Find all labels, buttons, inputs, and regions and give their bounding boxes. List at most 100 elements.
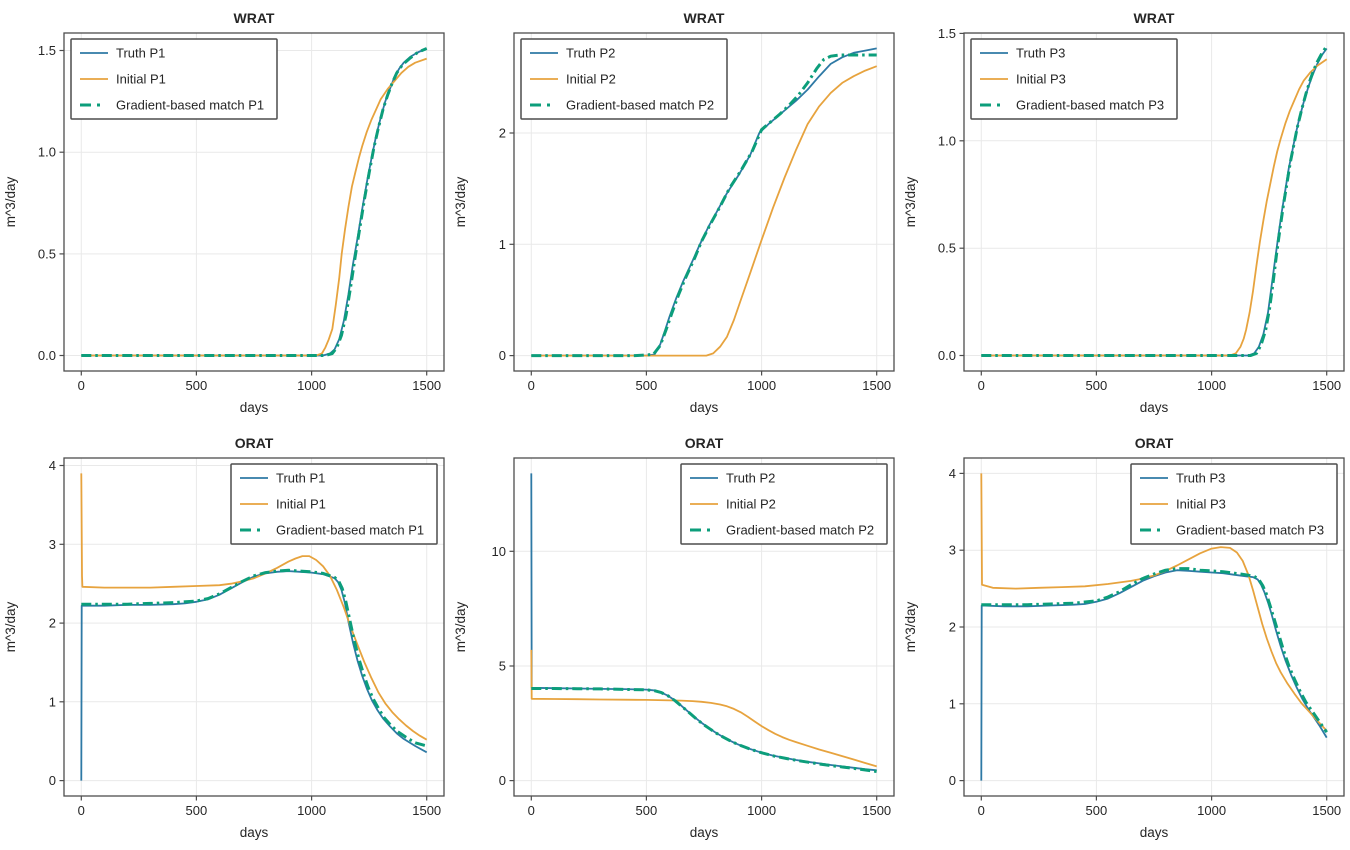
y-tick-label: 0.5 bbox=[38, 246, 56, 261]
subplot-orat-p1: 0 500 1000 1500 0 1 2 3 4 ORAT days m^3/day Truth P1… bbox=[0, 425, 450, 850]
legend-label-gradient-based-match-p2: Gradient-based match P2 bbox=[566, 98, 714, 113]
x-tick-label: 500 bbox=[186, 803, 208, 818]
y-axis-label: m^3/day bbox=[903, 601, 918, 652]
legend-frame bbox=[680, 463, 888, 545]
y-tick-label: 3 bbox=[49, 537, 56, 552]
series-initial-p3 bbox=[980, 473, 1328, 732]
x-tick-label: 500 bbox=[186, 378, 208, 393]
x-tick-label: 1000 bbox=[1197, 803, 1226, 818]
x-tick-label: 0 bbox=[78, 378, 85, 393]
x-tick-label: 1000 bbox=[747, 378, 776, 393]
legend-label-truth-p3: Truth P3 bbox=[1176, 471, 1225, 486]
y-tick-label: 2 bbox=[49, 616, 56, 631]
series-gradient-based-match-p2 bbox=[531, 53, 877, 358]
legend: Truth P3 Initial P3 Gradient-based match P… bbox=[1130, 463, 1338, 545]
y-tick-label: 4 bbox=[49, 458, 56, 473]
x-tick-label: 500 bbox=[636, 803, 658, 818]
legend-frame bbox=[230, 463, 438, 545]
series-gradient-based-match-p3 bbox=[981, 567, 1328, 734]
subplot-orat-p2: 0 500 1000 1500 0 5 10 ORAT days m^3/day Truth P2 I… bbox=[450, 425, 900, 850]
x-axis-label: days bbox=[690, 400, 719, 415]
subplot-wrat-p2: 0 500 1000 1500 0 1 2 WRAT days m^3/day Truth P2 In… bbox=[450, 0, 900, 425]
x-tick-label: 1000 bbox=[1197, 378, 1226, 393]
legend: Truth P1 Initial P1 Gradient-based match P… bbox=[70, 38, 278, 120]
y-axis-label: m^3/day bbox=[903, 176, 918, 227]
series-initial-p2 bbox=[531, 65, 878, 357]
series-gradient-based-match-p1 bbox=[81, 568, 428, 748]
y-tick-label: 3 bbox=[949, 543, 956, 558]
legend: Truth P3 Initial P3 Gradient-based match P… bbox=[970, 38, 1178, 120]
subplot-orat-p3: 0 500 1000 1500 0 1 2 3 4 ORAT days m^3/day Truth P3… bbox=[900, 425, 1350, 850]
y-tick-label: 1.0 bbox=[938, 133, 956, 148]
x-tick-label: 1000 bbox=[297, 803, 326, 818]
chart-title: WRAT bbox=[684, 10, 725, 26]
legend-frame bbox=[520, 38, 728, 120]
legend-label-truth-p1: Truth P1 bbox=[116, 46, 165, 61]
x-tick-label: 500 bbox=[1086, 378, 1108, 393]
x-tick-label: 1500 bbox=[862, 378, 891, 393]
x-tick-label: 1500 bbox=[1312, 378, 1341, 393]
y-tick-label: 1 bbox=[949, 696, 956, 711]
x-tick-label: 500 bbox=[1086, 803, 1108, 818]
chart-svg-orat-p2: 0 500 1000 1500 0 5 10 ORAT days m^3/day Truth P2 I… bbox=[453, 435, 895, 840]
x-tick-label: 0 bbox=[978, 378, 985, 393]
y-tick-label: 2 bbox=[499, 126, 506, 141]
legend-label-truth-p3: Truth P3 bbox=[1016, 46, 1065, 61]
x-tick-label: 0 bbox=[978, 803, 985, 818]
series-truth-p3 bbox=[980, 569, 1328, 781]
legend-label-truth-p1: Truth P1 bbox=[276, 471, 325, 486]
y-tick-label: 0 bbox=[49, 773, 56, 788]
y-tick-label: 1 bbox=[499, 237, 506, 252]
legend-label-gradient-based-match-p1: Gradient-based match P1 bbox=[276, 523, 424, 538]
legend-label-initial-p1: Initial P1 bbox=[276, 497, 326, 512]
y-tick-label: 0.0 bbox=[938, 348, 956, 363]
chart-title: ORAT bbox=[685, 435, 724, 451]
legend-label-gradient-based-match-p1: Gradient-based match P1 bbox=[116, 98, 264, 113]
chart-svg-wrat-p2: 0 500 1000 1500 0 1 2 WRAT days m^3/day Truth P2 In… bbox=[453, 10, 895, 415]
legend-frame bbox=[970, 38, 1178, 120]
chart-svg-wrat-p3: 0 500 1000 1500 0.0 0.5 1.0 1.5 WRAT days m^3/day T… bbox=[903, 10, 1345, 415]
legend-label-gradient-based-match-p3: Gradient-based match P3 bbox=[1016, 98, 1164, 113]
legend-label-gradient-based-match-p2: Gradient-based match P2 bbox=[726, 523, 874, 538]
y-axis-label: m^3/day bbox=[3, 601, 18, 652]
x-axis-label: days bbox=[240, 825, 269, 840]
chart-svg-wrat-p1: 0 500 1000 1500 0.0 0.5 1.0 1.5 WRAT days m^3/day T… bbox=[3, 10, 445, 415]
x-tick-label: 1500 bbox=[862, 803, 891, 818]
plot-frame bbox=[63, 457, 445, 797]
plot-frame bbox=[963, 32, 1345, 372]
y-tick-label: 2 bbox=[949, 620, 956, 635]
x-axis-label: days bbox=[1140, 400, 1169, 415]
x-tick-label: 1500 bbox=[412, 803, 441, 818]
chart-svg-orat-p3: 0 500 1000 1500 0 1 2 3 4 ORAT days m^3/day Truth P3… bbox=[903, 435, 1345, 840]
legend-label-initial-p1: Initial P1 bbox=[116, 72, 166, 87]
subplot-wrat-p1: 0 500 1000 1500 0.0 0.5 1.0 1.5 WRAT days m^3/day T… bbox=[0, 0, 450, 425]
legend-label-truth-p2: Truth P2 bbox=[726, 471, 775, 486]
y-axis-label: m^3/day bbox=[453, 601, 468, 652]
plot-frame bbox=[63, 32, 445, 372]
y-tick-label: 5 bbox=[499, 659, 506, 674]
plot-frame bbox=[513, 457, 895, 797]
y-tick-label: 0 bbox=[499, 348, 506, 363]
x-tick-label: 0 bbox=[528, 378, 535, 393]
y-tick-label: 1.0 bbox=[38, 145, 56, 160]
y-tick-label: 0.5 bbox=[938, 241, 956, 256]
x-tick-label: 0 bbox=[528, 803, 535, 818]
subplot-wrat-p3: 0 500 1000 1500 0.0 0.5 1.0 1.5 WRAT days m^3/day T… bbox=[900, 0, 1350, 425]
series-gradient-based-match-p1 bbox=[81, 47, 428, 357]
chart-svg-orat-p1: 0 500 1000 1500 0 1 2 3 4 ORAT days m^3/day Truth P1… bbox=[3, 435, 445, 840]
y-tick-label: 1.5 bbox=[938, 26, 956, 41]
series-initial-p1 bbox=[80, 473, 428, 741]
legend-label-initial-p3: Initial P3 bbox=[1176, 497, 1226, 512]
plot-frame bbox=[513, 32, 895, 372]
series-truth-p1 bbox=[80, 570, 428, 781]
legend-label-initial-p2: Initial P2 bbox=[726, 497, 776, 512]
legend-frame bbox=[1130, 463, 1338, 545]
chart-title: WRAT bbox=[1134, 10, 1175, 26]
x-axis-label: days bbox=[690, 825, 719, 840]
y-tick-label: 0.0 bbox=[38, 348, 56, 363]
legend-label-initial-p3: Initial P3 bbox=[1016, 72, 1066, 87]
chart-title: ORAT bbox=[1135, 435, 1174, 451]
x-tick-label: 1500 bbox=[1312, 803, 1341, 818]
y-tick-label: 4 bbox=[949, 466, 956, 481]
